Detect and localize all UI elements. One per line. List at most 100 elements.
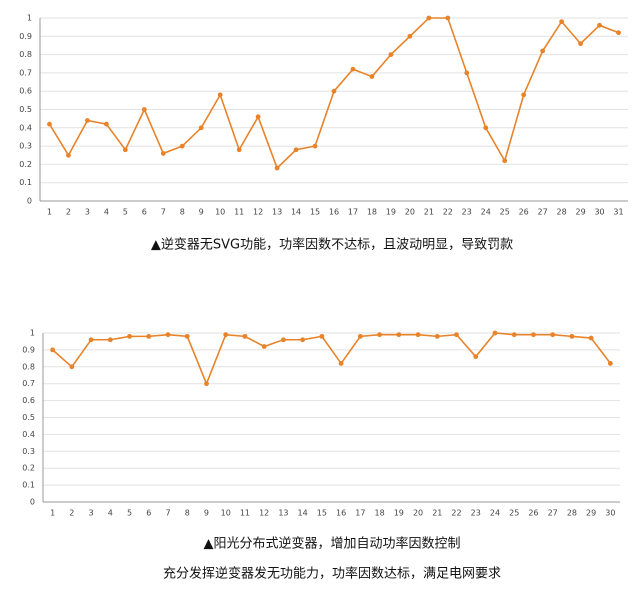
x-tick-label: 10 (221, 509, 231, 518)
x-tick-label: 25 (500, 208, 510, 217)
x-tick-label: 26 (519, 208, 529, 217)
y-tick-label: 0.3 (19, 142, 32, 151)
x-tick-label: 7 (165, 509, 170, 518)
point (597, 22, 602, 28)
y-tick-label: 0.7 (22, 379, 35, 388)
x-tick-label: 23 (471, 509, 481, 518)
x-tick-label: 23 (462, 208, 472, 217)
point (454, 332, 459, 338)
y-tick-label: 0.2 (19, 160, 32, 169)
y-tick-label: 0.1 (22, 481, 35, 490)
point (122, 147, 128, 153)
x-tick-label: 4 (108, 509, 113, 518)
point (85, 118, 90, 123)
point (502, 158, 508, 164)
x-tick-label: 15 (317, 509, 327, 518)
x-tick-label: 19 (386, 208, 396, 217)
x-tick-label: 13 (278, 509, 288, 518)
x-tick-label: 31 (613, 208, 623, 217)
point (464, 70, 470, 76)
x-tick-label: 17 (355, 509, 365, 518)
point (531, 332, 536, 338)
x-tick-label: 11 (234, 208, 244, 217)
x-tick-label: 15 (310, 208, 320, 217)
y-tick-label: 0.2 (22, 464, 35, 473)
x-tick-label: 1 (47, 208, 52, 217)
x-tick-label: 4 (104, 208, 109, 217)
point (242, 333, 248, 339)
point (550, 332, 556, 338)
x-tick-label: 16 (336, 509, 346, 518)
y-tick-label: 1 (30, 329, 35, 338)
x-tick-label: 11 (240, 509, 250, 518)
point (255, 114, 261, 120)
x-tick-label: 27 (548, 509, 558, 518)
point (331, 88, 337, 94)
y-tick-label: 0.4 (22, 430, 35, 439)
point (160, 151, 166, 156)
point (588, 335, 594, 341)
point (127, 333, 132, 339)
x-tick-label: 6 (142, 208, 147, 217)
point (274, 165, 280, 171)
x-tick-label: 29 (575, 208, 585, 217)
point (217, 92, 223, 98)
point (377, 332, 382, 338)
y-tick-label: 1 (27, 14, 32, 23)
point (415, 332, 421, 338)
y-tick-label: 0.9 (19, 32, 32, 41)
point (426, 15, 432, 21)
point (357, 333, 363, 339)
y-tick-label: 0 (27, 197, 32, 206)
y-tick-label: 0.6 (22, 396, 35, 405)
x-tick-label: 30 (594, 208, 604, 217)
x-tick-label: 3 (89, 509, 94, 518)
x-tick-label: 25 (509, 509, 519, 518)
x-tick-label: 28 (567, 509, 577, 518)
point (369, 74, 375, 79)
point (407, 33, 413, 39)
y-tick-label: 0.4 (19, 123, 32, 132)
x-tick-label: 12 (259, 509, 269, 518)
point (236, 147, 242, 153)
x-tick-label: 18 (374, 509, 384, 518)
point (578, 41, 583, 47)
x-tick-label: 18 (367, 208, 377, 217)
point (616, 30, 621, 36)
y-tick-label: 0.9 (22, 345, 35, 354)
x-tick-label: 13 (272, 208, 282, 217)
x-tick-label: 22 (443, 208, 453, 217)
y-tick-label: 0.8 (19, 50, 32, 59)
point (607, 361, 613, 366)
x-tick-label: 20 (405, 208, 415, 217)
point (338, 361, 344, 366)
x-tick-label: 29 (586, 509, 596, 518)
point (293, 147, 299, 153)
x-tick-label: 3 (85, 208, 90, 217)
x-tick-label: 7 (161, 208, 166, 217)
caption: 充分发挥逆变器发无功能力，功率因数达标，满足电网要求 (163, 566, 501, 582)
point (281, 337, 286, 343)
point (66, 152, 71, 158)
x-tick-label: 30 (605, 509, 615, 518)
x-tick-label: 16 (329, 208, 339, 217)
x-tick-label: 2 (66, 208, 71, 217)
x-tick-label: 9 (199, 208, 204, 217)
x-tick-label: 14 (298, 509, 308, 518)
x-tick-label: 8 (180, 208, 185, 217)
point (300, 337, 306, 343)
point (445, 15, 451, 21)
x-tick-label: 1 (50, 509, 55, 518)
x-tick-label: 6 (146, 509, 151, 518)
x-tick-label: 24 (490, 509, 500, 518)
point (492, 330, 498, 336)
point (569, 333, 575, 339)
point (50, 347, 56, 353)
x-tick-label: 8 (185, 509, 190, 518)
point (165, 332, 171, 338)
x-tick-label: 14 (291, 208, 301, 217)
point (103, 121, 109, 127)
x-tick-label: 5 (123, 208, 128, 217)
point (146, 333, 152, 339)
